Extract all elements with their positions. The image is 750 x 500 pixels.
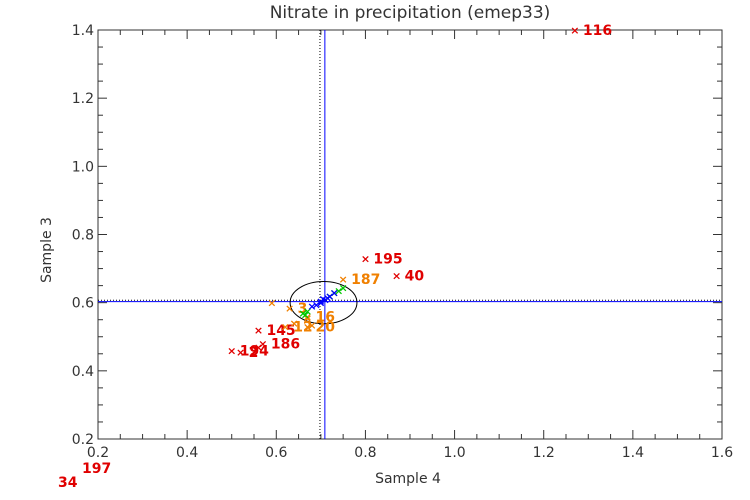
data-label: 20 <box>315 320 335 336</box>
y-axis-label: Sample 3 <box>39 217 55 283</box>
data-point: × <box>316 295 325 308</box>
data-label: 145 <box>266 323 295 339</box>
data-point: × <box>325 290 334 303</box>
data-label: 40 <box>405 268 425 284</box>
data-point: × <box>325 290 334 303</box>
data-point: × <box>254 324 263 337</box>
data-point: × <box>323 292 332 305</box>
data-point: × <box>312 298 321 311</box>
data-point: × <box>227 344 236 357</box>
x-tick-label: 1.6 <box>711 445 733 461</box>
data-point: × <box>254 341 263 354</box>
data-point: × <box>339 281 348 294</box>
x-tick-label: 0.2 <box>87 445 109 461</box>
data-point: × <box>236 346 245 359</box>
data-label: 194 <box>240 343 269 359</box>
data-point: × <box>285 302 294 315</box>
data-point: × <box>570 24 579 37</box>
outside-data-label: 34 <box>58 475 78 491</box>
data-point: × <box>330 286 339 299</box>
confidence-ellipse <box>289 281 358 325</box>
y-tick-label: 0.4 <box>72 364 94 380</box>
y-tick-label: 1.4 <box>72 23 94 39</box>
data-point: × <box>258 338 267 351</box>
x-axis-label: Sample 4 <box>375 471 441 487</box>
data-point: × <box>318 293 327 306</box>
outside-data-label: 197 <box>82 461 111 477</box>
data-point: × <box>307 319 316 332</box>
chart-title: Nitrate in precipitation (emep33) <box>270 3 551 23</box>
data-label: 2 <box>249 345 259 361</box>
data-point: × <box>334 285 343 298</box>
data-point: × <box>316 297 325 310</box>
data-label: 116 <box>583 23 612 39</box>
data-point: × <box>330 286 339 299</box>
data-point: × <box>321 293 330 306</box>
data-point: × <box>303 321 312 334</box>
data-point: × <box>301 309 310 322</box>
x-tick-label: 0.6 <box>265 445 287 461</box>
y-tick-label: 0.8 <box>72 228 94 244</box>
x-tick-label: 0.4 <box>176 445 198 461</box>
data-label: 195 <box>373 251 402 267</box>
data-point: × <box>303 310 312 323</box>
data-label: 187 <box>351 272 380 288</box>
data-label: 16 <box>315 309 334 325</box>
data-label: 12 <box>293 320 312 336</box>
y-tick-label: 0.2 <box>72 432 94 448</box>
y-tick-label: 1.0 <box>72 159 94 175</box>
data-point: × <box>267 297 276 310</box>
plot-frame <box>97 29 723 440</box>
x-tick-label: 1.0 <box>443 445 465 461</box>
data-point: × <box>303 312 312 325</box>
data-point: × <box>361 252 370 265</box>
data-point: × <box>303 305 312 318</box>
data-point: × <box>281 321 290 334</box>
data-point: × <box>298 307 307 320</box>
data-point: × <box>392 269 401 282</box>
x-tick-label: 0.8 <box>354 445 376 461</box>
data-label: 186 <box>271 337 300 353</box>
x-tick-label: 1.2 <box>533 445 555 461</box>
y-tick-label: 0.6 <box>72 296 94 312</box>
plot-area: 0.2 0.4 0.6 0.8 1.0 1.2 1.4 1.6 0.2 0.4 0.6 0.8 1.0 1… <box>58 23 733 491</box>
data-label: 3 <box>298 301 308 317</box>
data-point: × <box>290 317 299 330</box>
x-tick-label: 1.4 <box>622 445 644 461</box>
data-point: × <box>339 273 348 286</box>
data-point: × <box>307 300 316 313</box>
y-tick-label: 1.2 <box>72 91 94 107</box>
